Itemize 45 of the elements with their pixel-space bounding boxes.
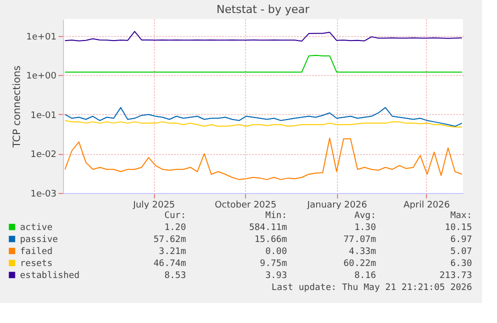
- text: Cur:: [164, 211, 186, 221]
- y-tick-label: 1e-03: [30, 190, 56, 200]
- text: 0.00: [265, 247, 287, 257]
- text: 10.15: [444, 223, 472, 233]
- text: 8.53: [164, 271, 186, 281]
- text: 5.07: [450, 247, 472, 257]
- y-axis-title: TCP connections: [12, 65, 24, 149]
- text: 77.07m: [343, 235, 376, 245]
- text: 3.93: [265, 271, 287, 281]
- text: 15.66m: [254, 235, 287, 245]
- text: Last update: Thu May 21 21:21:05 2026: [272, 283, 472, 293]
- legend-label: failed: [20, 247, 53, 257]
- text: Min:: [265, 211, 287, 221]
- text: 1.20: [164, 223, 186, 233]
- legend-label: passive: [20, 235, 58, 245]
- text: 4.33m: [348, 247, 376, 257]
- text: 6.30: [450, 259, 472, 269]
- text: 6.97: [450, 235, 472, 245]
- text: Max:: [450, 211, 472, 221]
- text: 60.22m: [343, 259, 376, 269]
- x-tick-label: July 2025: [132, 200, 176, 210]
- y-tick-label: 1e+00: [26, 72, 57, 82]
- text: 3.21m: [158, 247, 186, 257]
- y-tick-label: 1e+01: [26, 32, 56, 42]
- text: 584.11m: [249, 223, 287, 233]
- legend-label: resets: [20, 259, 53, 269]
- text: 9.75m: [260, 259, 287, 269]
- line-series: [64, 30, 463, 42]
- text: 8.16: [354, 271, 376, 281]
- line-series: [64, 107, 463, 127]
- text: 1.30: [354, 223, 376, 233]
- line-series: [64, 120, 463, 128]
- line-series: [64, 138, 463, 180]
- text: 57.62m: [153, 235, 186, 245]
- legend-label: established: [20, 271, 80, 281]
- text: 213.73: [439, 271, 472, 281]
- y-tick-label: 1e-01: [30, 110, 56, 121]
- x-tick-label: October 2025: [214, 200, 276, 210]
- legend-label: active: [20, 223, 53, 233]
- text: Avg:: [354, 211, 376, 221]
- text: 46.74m: [153, 259, 186, 269]
- y-tick-label: 1e-02: [30, 150, 56, 160]
- chart-title: Netstat - by year: [216, 3, 310, 16]
- x-tick-label: April 2026: [404, 200, 450, 210]
- x-tick-label: January 2026: [306, 200, 368, 210]
